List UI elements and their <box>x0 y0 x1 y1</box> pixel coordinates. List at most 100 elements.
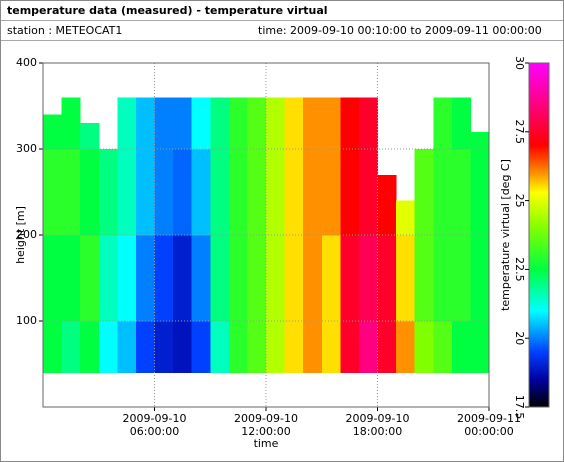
heat-cell <box>80 321 100 374</box>
heat-cell <box>154 149 174 236</box>
heat-cell <box>377 235 397 322</box>
heat-cell <box>451 235 471 322</box>
info-row: station : METEOCAT1 time: 2009-09-10 00:… <box>1 21 563 41</box>
heat-cell <box>470 321 490 374</box>
heat-cell <box>173 235 193 322</box>
heat-cell <box>396 321 416 374</box>
heat-cell <box>303 149 323 236</box>
x-tick-label-line: 2009-09-11 <box>457 412 521 425</box>
x-tick-label: 2009-09-10 18:00:00 <box>346 412 410 438</box>
x-tick-label-line: 06:00:00 <box>130 425 179 438</box>
colorbar-tick-label: 27.5 <box>513 120 526 145</box>
heat-cell <box>303 321 323 374</box>
heat-cell <box>433 149 453 236</box>
colorbar-tick-label: 30 <box>513 56 526 70</box>
heat-cell <box>117 97 137 150</box>
heat-cell <box>80 123 100 150</box>
colorbar <box>528 62 550 408</box>
heat-cell <box>173 321 193 374</box>
x-tick-label-line: 12:00:00 <box>241 425 290 438</box>
colorbar-tick-label: 17.5 <box>513 395 526 420</box>
heat-cell <box>340 97 360 150</box>
heat-cell <box>303 97 323 150</box>
y-axis-label: height [m] <box>14 206 27 264</box>
heat-cell <box>321 97 341 150</box>
heat-cell <box>61 149 81 236</box>
plot-border <box>42 62 490 408</box>
heat-cell <box>340 321 360 374</box>
heat-cell <box>61 235 81 322</box>
heat-cell <box>210 149 230 236</box>
heat-cell <box>210 97 230 150</box>
heat-cell <box>340 149 360 236</box>
heat-cell <box>321 235 341 322</box>
heat-cell <box>228 235 248 322</box>
y-tick-label: 300 <box>16 142 37 155</box>
x-tick-label-line: 2009-09-10 <box>234 412 298 425</box>
heat-cell <box>266 97 286 150</box>
heat-cell <box>154 321 174 374</box>
header-row: temperature data (measured) - temperatur… <box>1 1 563 21</box>
heat-cell <box>433 97 453 150</box>
heat-cell <box>247 235 267 322</box>
heat-cell <box>135 321 155 374</box>
heat-cell <box>266 149 286 236</box>
x-tick-label: 2009-09-10 06:00:00 <box>123 412 187 438</box>
heat-cell <box>414 235 434 322</box>
x-tick-label-line: 18:00:00 <box>353 425 402 438</box>
heat-cell <box>321 149 341 236</box>
heat-cell <box>451 97 471 150</box>
heat-cell <box>135 149 155 236</box>
x-tick-label: 2009-09-10 12:00:00 <box>234 412 298 438</box>
heat-cell <box>61 321 81 374</box>
heat-cell <box>284 97 304 150</box>
heat-cell <box>266 235 286 322</box>
colorbar-tick-label: 22.5 <box>513 257 526 282</box>
heat-cell <box>396 235 416 322</box>
heat-cell <box>117 321 137 374</box>
heat-cell <box>284 149 304 236</box>
heat-cell <box>303 235 323 322</box>
heat-cell <box>321 321 341 374</box>
heat-cell <box>451 149 471 236</box>
heat-cell <box>117 149 137 236</box>
heat-cell <box>358 97 378 150</box>
y-tick-label: 100 <box>16 314 37 327</box>
heat-cell <box>154 97 174 150</box>
y-tick-label: 200 <box>16 228 37 241</box>
heat-cell <box>98 235 118 322</box>
heat-cell <box>61 97 81 150</box>
x-tick-label-line: 2009-09-10 <box>123 412 187 425</box>
heat-cell <box>135 235 155 322</box>
heat-cell <box>247 97 267 150</box>
heat-cell <box>98 149 118 236</box>
heat-cell <box>191 321 211 374</box>
heat-cell <box>228 321 248 374</box>
heat-cell <box>191 235 211 322</box>
heat-cell <box>358 149 378 236</box>
heat-cell <box>210 321 230 374</box>
colorbar-label: temperature virtual [deg C] <box>499 159 512 311</box>
heat-cell <box>228 97 248 150</box>
heat-cell <box>433 235 453 322</box>
station: station : METEOCAT1 <box>7 24 123 37</box>
heat-cell <box>451 321 471 374</box>
heat-cell <box>377 321 397 374</box>
heat-cell <box>173 97 193 150</box>
time-range: time: 2009-09-10 00:10:00 to 2009-09-11 … <box>258 24 542 37</box>
heat-cell <box>43 149 63 236</box>
heat-cell <box>43 321 63 374</box>
heat-cell <box>228 149 248 236</box>
heat-cell <box>470 149 490 236</box>
heat-cell <box>266 321 286 374</box>
heat-cell <box>340 235 360 322</box>
heat-cell <box>117 235 137 322</box>
heat-cell <box>210 235 230 322</box>
heat-cell <box>43 235 63 322</box>
x-axis-label: time <box>254 437 279 450</box>
heat-cell <box>80 149 100 236</box>
heat-cell <box>414 149 434 236</box>
heat-cell <box>98 321 118 374</box>
